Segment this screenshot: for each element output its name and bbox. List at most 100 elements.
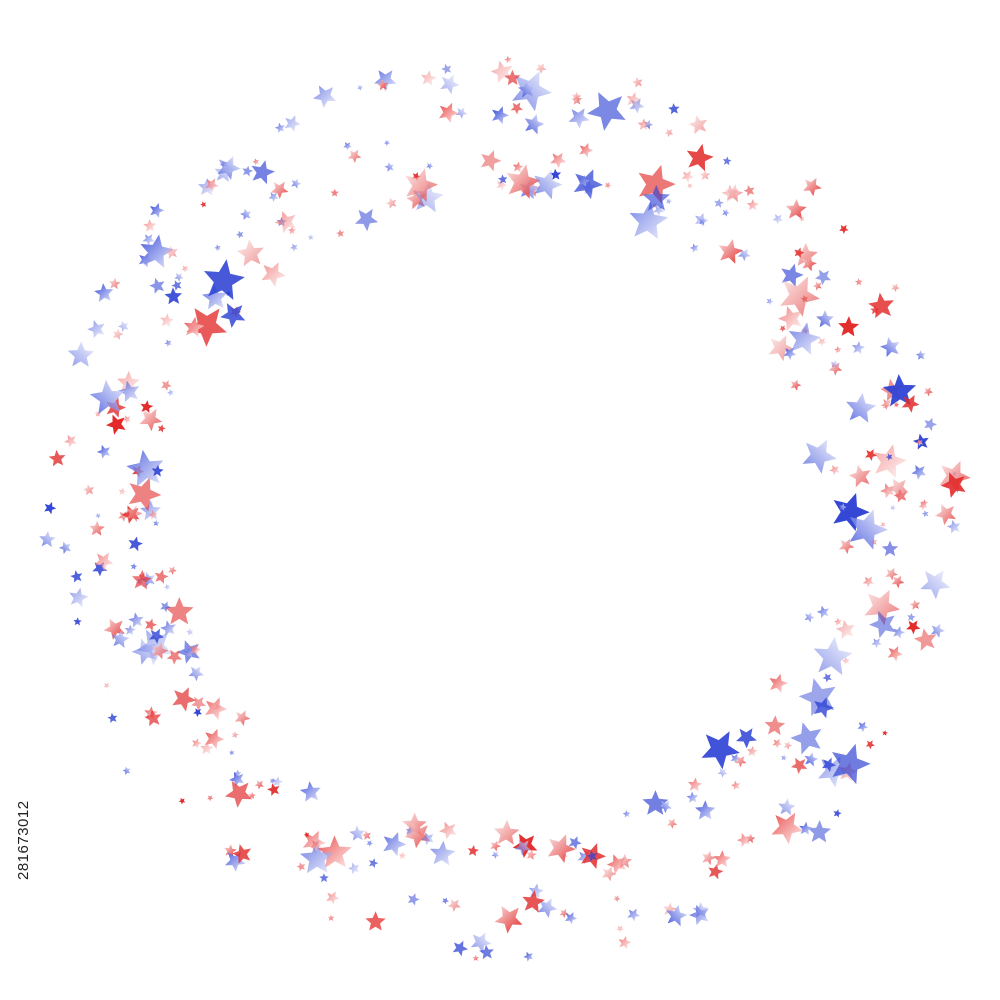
star (140, 500, 161, 521)
star (106, 414, 126, 435)
star (128, 612, 144, 628)
star (835, 619, 855, 640)
star (300, 841, 334, 874)
star (816, 605, 829, 619)
star (798, 215, 805, 222)
star (617, 853, 633, 868)
star (882, 374, 916, 407)
star (164, 339, 172, 348)
star (44, 501, 57, 515)
star (695, 800, 716, 820)
star (225, 851, 246, 872)
star (627, 908, 641, 922)
star (307, 234, 314, 240)
star (58, 541, 71, 554)
star (736, 833, 751, 848)
star (701, 731, 740, 770)
star (803, 177, 822, 197)
star (865, 740, 875, 750)
star (518, 80, 536, 98)
star (865, 449, 877, 461)
star (183, 316, 205, 338)
star (893, 401, 900, 408)
star (722, 156, 732, 166)
star (240, 208, 252, 220)
star (118, 320, 129, 332)
star (365, 911, 386, 931)
star (326, 891, 340, 905)
star (568, 836, 582, 850)
star (439, 821, 457, 840)
star (906, 620, 921, 635)
star (622, 810, 631, 818)
star (140, 400, 154, 414)
star (799, 821, 813, 835)
star (39, 530, 56, 548)
star (234, 769, 242, 777)
star (421, 70, 437, 86)
star (887, 646, 903, 662)
star (771, 812, 804, 845)
star (537, 898, 558, 918)
star (94, 410, 102, 417)
star (94, 283, 114, 302)
star (626, 92, 642, 107)
star (272, 776, 283, 788)
star (871, 638, 882, 649)
star (268, 192, 279, 203)
star (229, 771, 245, 787)
star (107, 712, 118, 723)
star (642, 184, 670, 211)
star (804, 752, 819, 767)
star (150, 203, 165, 218)
star (731, 780, 741, 791)
star (764, 715, 786, 736)
star (772, 214, 784, 225)
star (439, 102, 459, 123)
star (214, 162, 234, 182)
star (267, 783, 280, 796)
star (429, 840, 456, 866)
star (921, 510, 929, 518)
star (699, 169, 711, 180)
star (149, 628, 165, 644)
star (440, 74, 460, 95)
star (916, 439, 923, 447)
star (802, 255, 817, 272)
star (149, 277, 165, 294)
star (374, 70, 397, 92)
star (534, 169, 563, 200)
star (145, 618, 157, 631)
star (849, 509, 888, 550)
star (232, 844, 251, 864)
star (200, 741, 214, 755)
star (112, 328, 124, 340)
star (804, 612, 815, 623)
star (829, 465, 840, 476)
star (160, 313, 174, 328)
star (780, 276, 820, 317)
star (790, 722, 822, 755)
star (327, 914, 335, 921)
star (839, 224, 849, 234)
star (931, 623, 945, 638)
star (479, 944, 494, 960)
star (814, 697, 834, 719)
star (172, 687, 197, 712)
star (839, 503, 847, 512)
star (913, 628, 937, 651)
star (377, 79, 389, 91)
star (668, 103, 680, 115)
star (126, 449, 164, 487)
star (193, 708, 202, 717)
star (718, 239, 743, 264)
star (164, 245, 178, 259)
star (122, 766, 131, 775)
star (890, 504, 896, 511)
star (794, 247, 805, 258)
star (161, 380, 172, 391)
star (355, 208, 379, 232)
star (934, 504, 956, 526)
star (743, 185, 755, 197)
